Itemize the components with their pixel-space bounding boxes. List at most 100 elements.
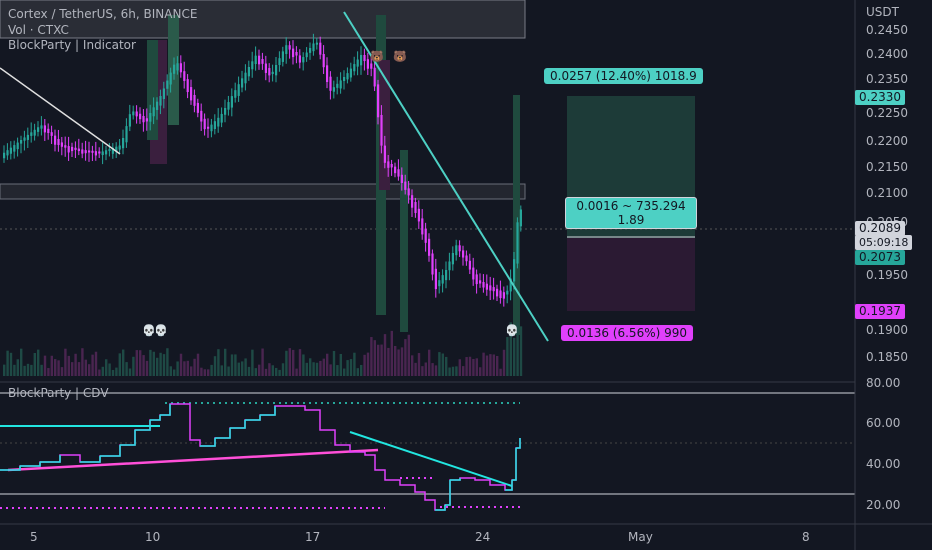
candle-body [281, 51, 284, 62]
volume-bar [37, 349, 40, 376]
candle-body [387, 161, 390, 168]
volume-bar [305, 362, 308, 376]
volume-bar [322, 358, 325, 376]
volume-bar [377, 344, 380, 376]
current-price-tag: 0.2089 [855, 221, 905, 236]
candle-body [499, 290, 502, 299]
volume-bar [115, 367, 118, 376]
bear-emoji-icon: 🐻 [393, 50, 407, 63]
candle-body [220, 113, 223, 123]
volume-bar [268, 363, 271, 376]
candle-body [3, 152, 6, 159]
symbol-title[interactable]: Cortex / TetherUS, 6h, BINANCE [8, 7, 198, 21]
volume-bar [285, 350, 288, 376]
candle-body [373, 67, 376, 87]
candle-body [377, 84, 380, 118]
cdv-line-segment [435, 505, 446, 511]
date-label: 10 [145, 530, 161, 544]
candle-body [462, 250, 465, 258]
volume-bar [264, 368, 268, 376]
volume-bar [203, 369, 206, 376]
volume-bar [135, 350, 138, 376]
breakout-trendline[interactable] [343, 11, 549, 342]
volume-bar [482, 352, 485, 376]
volume-bar [326, 353, 329, 376]
candle-body [302, 57, 305, 63]
candle-body [502, 292, 505, 299]
price-tick: 0.2200 [866, 134, 908, 148]
candle-body [40, 125, 43, 129]
volume-bar [421, 366, 424, 376]
volume-legend[interactable]: Vol · CTXC [8, 23, 69, 37]
volume-bar [390, 330, 393, 376]
downtrend-line[interactable] [0, 67, 121, 155]
candle-body [128, 114, 131, 127]
volume-bar [193, 358, 196, 376]
candle-body [295, 52, 298, 56]
candle-body [84, 150, 87, 154]
cdv-line-segment [450, 478, 461, 481]
candle-body [468, 260, 471, 270]
candle-body [264, 63, 267, 73]
candle-body [404, 181, 407, 190]
candle-body [434, 268, 437, 290]
candle-body [370, 63, 373, 69]
volume-bar [411, 355, 414, 376]
candle-body [43, 125, 46, 133]
volume-bar [33, 352, 36, 376]
loss-label[interactable]: 0.0136 (6.56%) 990 [561, 325, 694, 341]
cdv-legend[interactable]: BlockParty | CDV [8, 386, 109, 400]
candle-body [254, 55, 257, 65]
candle-body [448, 261, 451, 271]
candle-body [519, 209, 522, 227]
cdv-line-segment [160, 404, 171, 416]
candle-body [472, 267, 475, 280]
volume-bar [455, 366, 458, 376]
candle-body [390, 164, 393, 168]
candle-body [217, 117, 220, 127]
profit-label[interactable]: 0.0257 (12.40%) 1018.9 [544, 68, 703, 84]
volume-bar [128, 368, 132, 376]
candle-body [349, 68, 352, 78]
candle-body [132, 111, 135, 116]
candle-body [16, 142, 19, 150]
skull-emoji-icon: 💀 [142, 324, 156, 337]
candle-body [319, 42, 322, 55]
volume-bar [101, 366, 104, 376]
volume-bar [258, 364, 261, 376]
candle-body [485, 283, 488, 290]
volume-bar [400, 347, 404, 376]
volume-bar [220, 365, 223, 376]
risk-quantity-text: 0.0016 ~ 735.294 [576, 199, 686, 213]
volume-bar [176, 361, 179, 376]
candle-body [213, 121, 216, 129]
volume-bar [309, 358, 312, 376]
volume-bar [278, 369, 281, 376]
candle-body [47, 128, 50, 134]
volume-bar [94, 351, 98, 376]
volume-bar [60, 367, 64, 376]
volume-bar [363, 354, 366, 376]
position-info-label[interactable]: 0.0016 ~ 735.294 1.89 [565, 197, 697, 229]
candle-body [193, 95, 196, 106]
candle-body [244, 72, 247, 84]
candle-body [190, 87, 193, 101]
candle-body [261, 59, 264, 64]
cdv-downtrend-line [349, 431, 513, 487]
candle-body [50, 132, 53, 136]
volume-bar [499, 368, 502, 376]
indicator-legend[interactable]: BlockParty | Indicator [8, 38, 136, 52]
volume-bar [298, 349, 302, 376]
volume-bar [275, 367, 278, 376]
loss-zone [567, 238, 695, 311]
candle-body [516, 222, 519, 264]
volume-bar [40, 364, 43, 376]
cdv-line-segment [516, 438, 521, 449]
candle-body [159, 96, 162, 106]
volume-bar [343, 368, 346, 376]
volume-bar [88, 364, 91, 376]
volume-bar [71, 362, 74, 376]
volume-bar [122, 349, 125, 376]
volume-bar [356, 368, 359, 376]
